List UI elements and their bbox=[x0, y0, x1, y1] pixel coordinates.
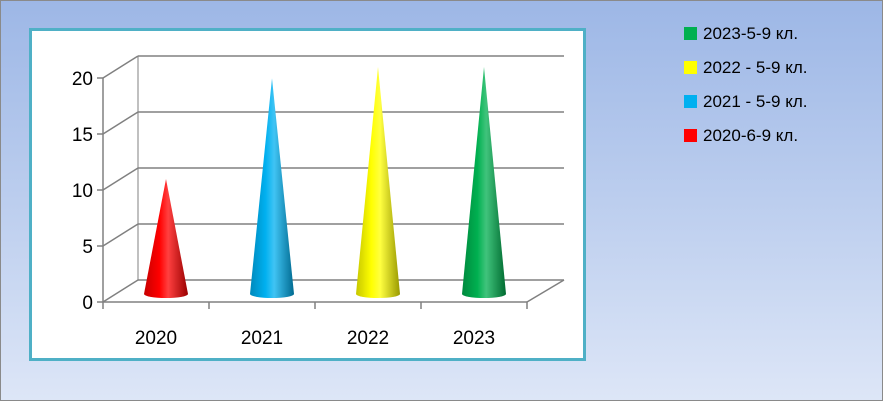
x-tick-label: 2021 bbox=[241, 328, 283, 349]
gridline-depth bbox=[102, 167, 139, 191]
cone-bar bbox=[250, 78, 294, 298]
legend-swatch bbox=[684, 95, 697, 108]
gridline-depth bbox=[102, 55, 139, 79]
x-tick-label: 2020 bbox=[135, 328, 177, 349]
legend-swatch bbox=[684, 61, 697, 74]
y-tick-label: 0 bbox=[82, 293, 93, 314]
legend-label: 2022 - 5-9 кл. bbox=[703, 57, 808, 77]
y-tick-label: 10 bbox=[72, 181, 93, 202]
floor-right-edge bbox=[526, 279, 565, 303]
legend-label: 2023-5-9 кл. bbox=[703, 23, 799, 43]
legend-item: 2022 - 5-9 кл. bbox=[684, 57, 808, 78]
gridline-depth bbox=[102, 111, 139, 135]
cone-bar bbox=[462, 67, 506, 298]
gridline-depth bbox=[102, 223, 139, 247]
x-tick-label: 2023 bbox=[453, 328, 495, 349]
legend-label: 2020-6-9 кл. bbox=[703, 125, 799, 145]
legend-label: 2021 - 5-9 кл. bbox=[703, 91, 808, 111]
legend-item: 2023-5-9 кл. bbox=[684, 23, 808, 44]
legend: 2023-5-9 кл. 2022 - 5-9 кл. 2021 - 5-9 к… bbox=[684, 23, 808, 159]
y-tick-label: 5 bbox=[82, 237, 93, 258]
gridline-depth bbox=[102, 279, 139, 303]
cone-bar bbox=[356, 67, 400, 298]
x-tick-label: 2022 bbox=[347, 328, 389, 349]
legend-item: 2020-6-9 кл. bbox=[684, 125, 808, 146]
legend-swatch bbox=[684, 129, 697, 142]
cone-bar bbox=[144, 179, 188, 298]
y-tick-label: 20 bbox=[72, 69, 93, 90]
y-tick-label: 15 bbox=[72, 125, 93, 146]
legend-item: 2021 - 5-9 кл. bbox=[684, 91, 808, 112]
legend-swatch bbox=[684, 27, 697, 40]
